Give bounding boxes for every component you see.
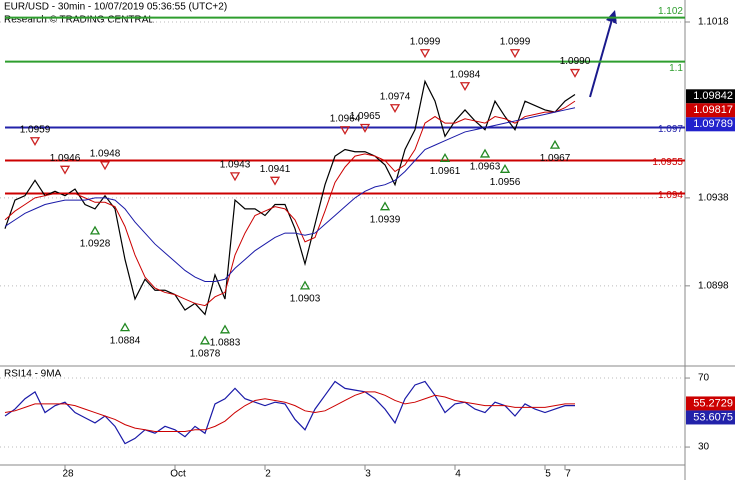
low-label: 1.0963: [470, 162, 501, 173]
low-label: 1.0883: [210, 337, 241, 348]
high-label: 1.0965: [350, 111, 381, 122]
y-tick-label: 70: [698, 373, 710, 384]
low-marker: [89, 225, 101, 235]
series-line: [4, 107, 576, 282]
price-badge: [686, 117, 735, 132]
x-tick-label: 5: [545, 469, 551, 480]
low-marker: [379, 201, 391, 211]
level-label: 1.102: [658, 6, 683, 17]
low-label: 1.0967: [540, 153, 571, 164]
low-marker: [219, 324, 231, 334]
price-badge-label: 1.09817: [693, 104, 733, 116]
chart-subtitle: Research © TRADING CENTRAL: [4, 15, 154, 26]
low-label: 1.0884: [110, 335, 141, 346]
high-label: 1.0984: [450, 69, 481, 80]
y-tick-label: 1.0938: [698, 193, 729, 204]
price-badge-label: 1.09789: [693, 118, 733, 130]
price-badge-label: 53.6075: [693, 411, 733, 423]
high-label: 1.0974: [380, 91, 411, 102]
y-tick-label: 1.0898: [698, 280, 729, 291]
y-tick-label: 1.1018: [698, 17, 729, 28]
low-label: 1.0939: [370, 214, 401, 225]
low-marker: [119, 322, 131, 332]
chart-title: EUR/USD - 30min - 10/07/2019 05:36:55 (U…: [4, 2, 227, 13]
low-label: 1.0878: [190, 348, 221, 359]
low-marker: [299, 280, 311, 290]
level-label: 1.094: [658, 190, 683, 201]
high-marker: [359, 123, 371, 133]
x-tick-label: 7: [565, 469, 571, 480]
high-label: 1.0999: [500, 36, 531, 47]
price-badge-label: 55.2729: [693, 397, 733, 409]
x-tick-label: 2: [265, 469, 271, 480]
high-label: 1.0959: [20, 124, 51, 135]
price-badge-label: 1.09842: [693, 90, 733, 102]
high-label: 1.0946: [50, 153, 81, 164]
price-badge: [686, 103, 735, 118]
high-marker: [569, 68, 581, 78]
level-label: 1.1: [669, 63, 683, 74]
price-badge: [686, 89, 735, 104]
price-badge: [686, 396, 735, 411]
low-label: 1.0961: [430, 166, 461, 177]
high-marker: [419, 49, 431, 59]
y-tick-label: 30: [698, 442, 710, 453]
x-tick-label: Oct: [170, 469, 186, 480]
high-marker: [269, 176, 281, 186]
low-marker: [199, 335, 211, 345]
high-label: 1.0990: [560, 56, 591, 67]
high-label: 1.0943: [220, 160, 251, 171]
forecast-arrow: [589, 15, 614, 98]
low-label: 1.0956: [490, 177, 521, 188]
high-marker: [99, 161, 111, 171]
low-marker: [439, 153, 451, 162]
price-badge: [686, 410, 735, 425]
low-marker: [549, 139, 561, 149]
series-line: [4, 100, 576, 307]
low-marker: [479, 148, 491, 158]
low-marker: [499, 164, 511, 173]
high-label: 1.0964: [330, 113, 361, 124]
level-label: 1.097: [658, 124, 683, 135]
high-marker: [229, 172, 241, 182]
level-label: 1.0955: [652, 157, 683, 168]
low-label: 1.0928: [80, 239, 111, 250]
series-line: [4, 391, 575, 433]
panel-title: RSI14 - 9MA: [4, 369, 62, 380]
high-marker: [509, 49, 521, 59]
series-line: [4, 380, 575, 445]
high-label: 1.0948: [90, 149, 121, 160]
x-tick-label: 3: [365, 469, 371, 480]
high-label: 1.0941: [260, 164, 291, 175]
high-label: 1.0999: [410, 36, 441, 47]
x-tick-label: 4: [455, 469, 461, 480]
high-marker: [59, 165, 71, 175]
high-marker: [459, 82, 471, 92]
x-tick-label: 28: [62, 469, 74, 480]
high-marker: [29, 137, 41, 147]
high-marker: [339, 126, 351, 136]
low-label: 1.0903: [290, 293, 321, 304]
high-marker: [389, 104, 401, 114]
